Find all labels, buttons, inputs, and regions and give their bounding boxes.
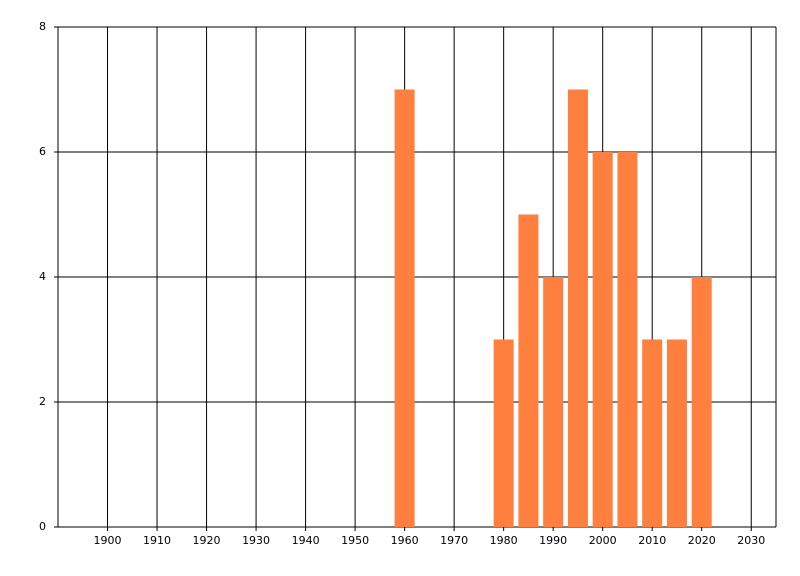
bar <box>592 152 613 527</box>
x-tick-label: 1990 <box>539 534 567 547</box>
bar <box>567 89 588 527</box>
y-tick-label: 4 <box>39 270 46 283</box>
x-tick-label: 1900 <box>94 534 122 547</box>
y-tick-label: 6 <box>39 145 46 158</box>
y-tick-label: 8 <box>39 20 46 33</box>
x-tick-label: 1920 <box>193 534 221 547</box>
bar <box>543 277 564 527</box>
x-tick-label: 1930 <box>242 534 270 547</box>
x-tick-label: 2020 <box>688 534 716 547</box>
x-tick-label: 1910 <box>143 534 171 547</box>
x-tick-label: 1950 <box>341 534 369 547</box>
x-tick-label: 1980 <box>490 534 518 547</box>
y-tick-label: 2 <box>39 395 46 408</box>
bar <box>617 152 638 527</box>
bar <box>666 339 687 527</box>
x-tick-label: 2000 <box>589 534 617 547</box>
bar <box>691 277 712 527</box>
bar <box>518 214 539 527</box>
x-tick-label: 2030 <box>737 534 765 547</box>
y-tick-label: 0 <box>39 520 46 533</box>
bar <box>394 89 415 527</box>
bar <box>642 339 663 527</box>
x-tick-label: 1970 <box>440 534 468 547</box>
x-tick-label: 1940 <box>292 534 320 547</box>
bar <box>493 339 514 527</box>
x-tick-label: 2010 <box>638 534 666 547</box>
x-tick-label: 1960 <box>391 534 419 547</box>
